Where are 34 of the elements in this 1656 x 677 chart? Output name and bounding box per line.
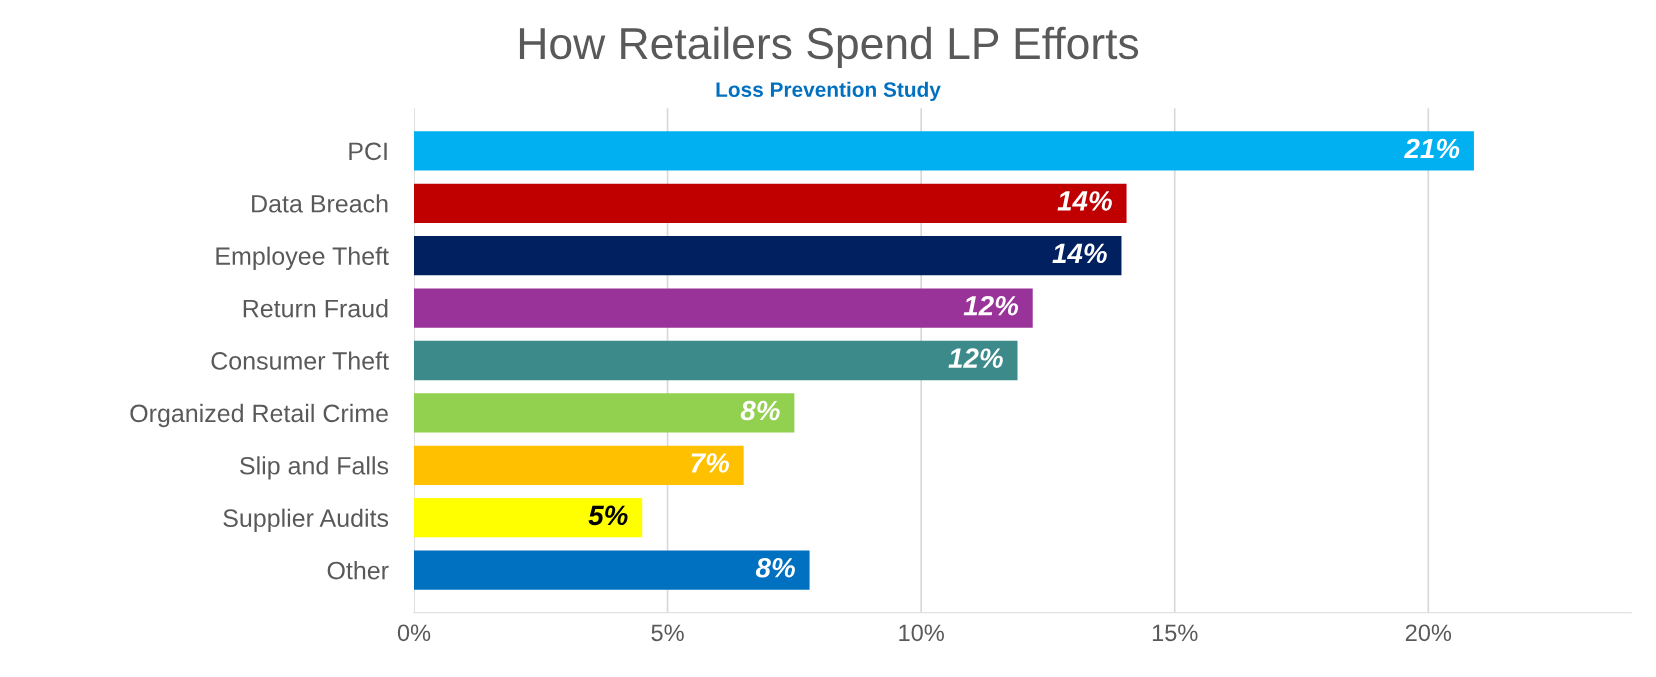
x-tick-label: 15% (1152, 624, 1198, 642)
data-label: 8% (740, 400, 780, 421)
data-label: 21% (1404, 138, 1460, 159)
bar (414, 288, 1033, 328)
y-tick-label: Employee Theft (216, 246, 389, 270)
y-tick-label: Organized Retail Crime (130, 403, 388, 428)
y-tick-label: Slip and Falls (240, 456, 389, 480)
data-label: 12% (948, 348, 1003, 368)
bar (414, 393, 795, 433)
y-tick-label: Supplier Audits (223, 508, 389, 532)
y-tick-label: Return Fraud (243, 299, 388, 318)
bar (414, 550, 810, 590)
chart-subtitle: Loss Prevention Study (716, 81, 941, 102)
data-label: 7% (691, 453, 729, 473)
bar (414, 131, 1474, 171)
x-tick-label: 0% (397, 624, 431, 642)
y-tick-label: Other (327, 561, 389, 580)
bar (414, 183, 1127, 223)
data-label: 14% (1057, 191, 1112, 211)
bar (414, 236, 1122, 276)
y-tick-label: Consumer Theft (211, 351, 389, 370)
bar (414, 498, 643, 538)
bar (414, 340, 1018, 381)
x-tick-label: 10% (899, 624, 944, 642)
bar (414, 445, 744, 485)
chart-title: How Retailers Spend LP Efforts (519, 26, 1139, 69)
data-label: 5% (588, 505, 628, 526)
y-tick-label: PCI (349, 142, 387, 161)
x-tick-label: 20% (1405, 624, 1452, 642)
x-tick-label: 5% (651, 624, 684, 642)
data-label: 14% (1052, 243, 1107, 264)
data-label: 12% (963, 295, 1019, 316)
data-label: 8% (755, 557, 795, 578)
y-tick-label: Data Breach (252, 194, 388, 213)
